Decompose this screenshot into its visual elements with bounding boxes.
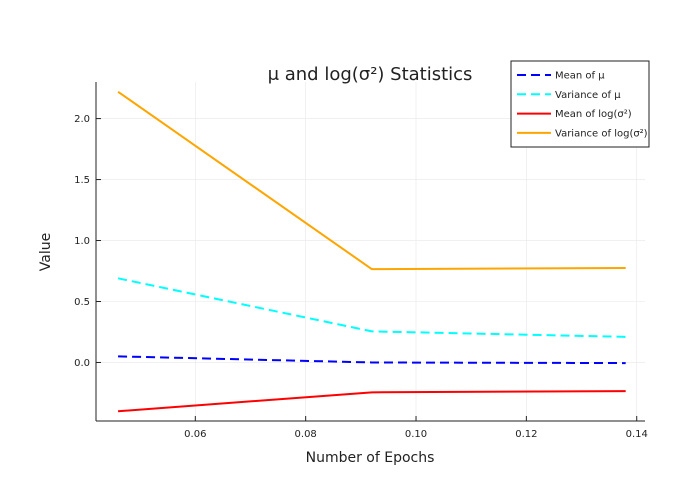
x-axis-title: Number of Epochs — [306, 450, 435, 466]
legend-label: Mean of log(σ²) — [555, 109, 632, 120]
y-tick-label: 2.0 — [74, 114, 90, 125]
x-tick-label: 0.12 — [515, 429, 537, 440]
x-tick-label: 0.14 — [626, 429, 648, 440]
x-tick-label: 0.08 — [295, 429, 317, 440]
y-tick-label: 0.5 — [74, 297, 90, 308]
series-line-3 — [117, 90, 626, 271]
series-line-2 — [117, 390, 626, 413]
x-tick-label: 0.06 — [184, 429, 206, 440]
y-tick-label: 0.0 — [74, 358, 90, 369]
legend: Mean of μ Variance of μ Mean of log(σ²) Var… — [510, 60, 650, 148]
y-tick-label: 1.0 — [74, 236, 90, 247]
chart-title: μ and log(σ²) Statistics — [268, 64, 473, 85]
y-tick-label: 1.5 — [74, 175, 90, 186]
legend-label: Variance of log(σ²) — [555, 128, 648, 139]
series-lines — [117, 90, 626, 413]
y-axis-ticks: 0.0 0.5 1.0 1.5 2.0 — [74, 114, 101, 369]
legend-label: Variance of μ — [555, 90, 621, 101]
legend-label: Mean of μ — [555, 71, 605, 82]
series-line-1 — [117, 277, 626, 338]
x-axis-ticks: 0.06 0.08 0.10 0.12 0.14 — [184, 416, 648, 440]
x-tick-label: 0.10 — [405, 429, 427, 440]
series-line-0 — [118, 355, 626, 365]
axes — [95, 82, 645, 422]
y-axis-title: Value — [38, 233, 54, 271]
